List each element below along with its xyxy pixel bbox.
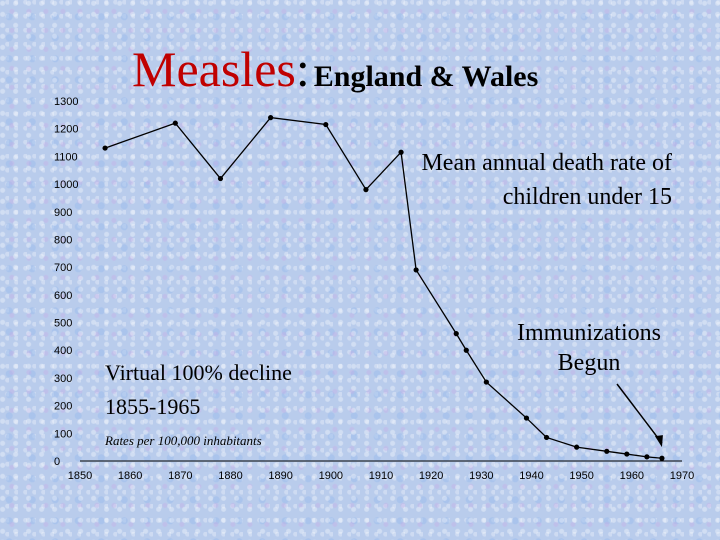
rates-note: Rates per 100,000 inhabitants	[105, 433, 262, 448]
data-point	[463, 347, 469, 353]
data-point	[398, 149, 404, 155]
series-line	[104, 116, 662, 459]
x-tick-label: 1950	[569, 470, 593, 482]
data-point	[659, 455, 665, 461]
x-tick-label: 1870	[168, 470, 192, 482]
decline-line-2: 1855-1965	[105, 394, 201, 419]
title-main: Measles	[132, 41, 296, 97]
y-tick-label: 100	[54, 428, 72, 440]
y-tick-label: 500	[54, 318, 72, 330]
data-point	[217, 175, 224, 182]
x-tick-label: 1930	[469, 470, 493, 482]
y-tick-label: 1200	[54, 124, 78, 136]
x-tick-label: 1860	[118, 470, 142, 482]
x-tick-label: 1920	[419, 470, 443, 482]
x-tick-label: 1890	[268, 470, 292, 482]
y-tick-label: 1300	[54, 96, 78, 108]
y-tick-label: 200	[54, 401, 72, 413]
y-tick-label: 400	[54, 345, 72, 357]
data-point	[574, 444, 580, 450]
decline-note: Virtual 100% decline 1855-1965	[105, 356, 292, 424]
data-point	[644, 454, 650, 460]
arrow-line	[616, 383, 663, 444]
title-colon: :	[295, 41, 310, 97]
data-point	[323, 121, 329, 128]
arrow-head	[654, 435, 663, 448]
y-tick-label: 300	[54, 373, 72, 385]
title-subtitle: England & Wales	[313, 60, 539, 93]
x-tick-label: 1850	[68, 470, 92, 482]
data-point	[363, 187, 369, 193]
data-point	[543, 434, 550, 441]
y-tick-label: 600	[54, 290, 72, 302]
series-description: Mean annual death rate of children under…	[421, 150, 672, 210]
y-tick-label: 900	[54, 207, 72, 219]
immunization-label: Immunizations Begun	[517, 320, 661, 376]
x-axis-ticks: 1850 1860 1870 1880 1890 1900 1910 1920 1930 1940…	[68, 470, 694, 482]
data-point	[453, 331, 459, 337]
immunization-arrow	[616, 383, 663, 448]
chart-title: Measles: England & Wales	[132, 40, 538, 98]
data-point	[102, 145, 108, 151]
x-tick-label: 1910	[369, 470, 393, 482]
data-point	[483, 379, 489, 385]
data-point	[413, 267, 419, 273]
data-point	[172, 120, 178, 126]
data-point	[523, 415, 530, 421]
x-tick-label: 1900	[319, 470, 343, 482]
x-tick-label: 1940	[519, 470, 543, 482]
data-point	[624, 451, 630, 457]
x-tick-label: 1880	[218, 470, 242, 482]
y-tick-label: 0	[54, 456, 60, 468]
x-tick-label: 1970	[670, 470, 694, 482]
decline-line-1: Virtual 100% decline	[105, 360, 292, 385]
x-tick-label: 1960	[620, 470, 644, 482]
y-tick-label: 800	[54, 234, 72, 246]
y-axis-ticks: 0 100 200 300 400 500 600 700 800 900 1000 1100 1200…	[54, 96, 78, 468]
data-point	[268, 115, 274, 121]
y-tick-label: 700	[54, 262, 72, 274]
y-tick-label: 1000	[54, 179, 78, 191]
y-tick-label: 1100	[54, 151, 78, 163]
data-point	[604, 448, 610, 454]
data-series	[102, 115, 665, 461]
